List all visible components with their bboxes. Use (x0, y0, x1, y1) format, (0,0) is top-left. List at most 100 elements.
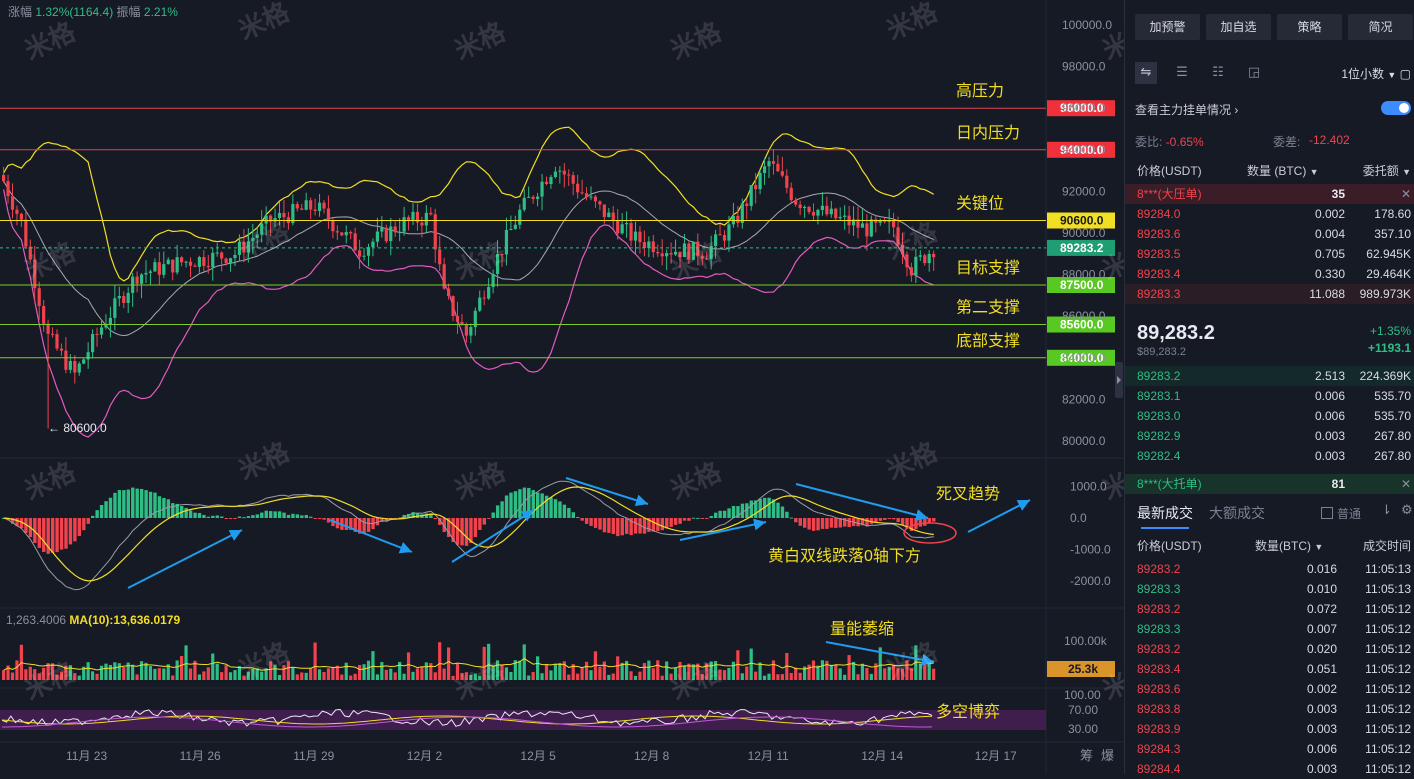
collapse-panel-handle[interactable] (1115, 362, 1123, 398)
volume-bar (843, 674, 847, 680)
macd-bar (64, 518, 68, 549)
volume-bar (15, 660, 19, 680)
price-chart[interactable]: 高压力 96000.0 日内压力 94000.0 关键位 90600.0 目标支撑 87500… (0, 0, 1124, 774)
candle-body (576, 183, 580, 193)
volume-bar (68, 665, 72, 680)
both-sides-icon[interactable]: ⇋ (1135, 62, 1157, 84)
settings-icon[interactable]: ⚙ (1401, 503, 1413, 518)
candle-body (220, 252, 224, 259)
candles[interactable] (2, 148, 936, 429)
volume-bar (393, 672, 397, 680)
ask-row[interactable]: 89283.3 11.088 989.973K (1125, 284, 1414, 304)
candle-body (50, 333, 55, 335)
volume-bar (144, 662, 148, 680)
large-bid-band[interactable]: 8***(大托单) 81 ✕ (1125, 474, 1414, 494)
candle-body (389, 226, 393, 242)
macd-bar (358, 518, 362, 534)
strategy-button[interactable]: 策略 (1277, 14, 1342, 40)
volume-bar (918, 663, 922, 680)
macd-bar (322, 518, 326, 520)
volume-bar (358, 664, 362, 680)
candle-body (727, 224, 731, 241)
volume-bar (665, 661, 669, 680)
filter-icon[interactable]: ⇂ (1381, 503, 1392, 518)
volume-bar (553, 664, 557, 680)
candle-body (531, 196, 535, 200)
volume-bar (544, 663, 549, 680)
candle-body (398, 231, 402, 233)
ask-row[interactable]: 89283.5 0.705 62.945K (1125, 244, 1414, 264)
volume-bar (495, 660, 500, 680)
bid-row[interactable]: 89283.2 2.513 224.369K (1125, 366, 1414, 386)
macd-bar (175, 503, 179, 518)
price-axis-label: 94000.0 (1062, 143, 1106, 157)
candle-body (300, 208, 304, 210)
close-icon[interactable]: ✕ (1400, 477, 1411, 491)
ask-row[interactable]: 89283.6 0.004 357.10 (1125, 224, 1414, 244)
bid-row[interactable]: 89282.4 0.003 267.80 (1125, 446, 1414, 466)
bid-row[interactable]: 89283.0 0.006 535.70 (1125, 406, 1414, 426)
price-axis-label: 82000.0 (1062, 392, 1106, 406)
candle-body (678, 251, 682, 258)
qty-header[interactable]: 数量 (BTC) ▼ (1247, 164, 1319, 178)
time-axis-label: 12月 17 (975, 749, 1017, 763)
volume-bar (335, 665, 339, 680)
depth-toggle[interactable] (1381, 101, 1411, 115)
add-alert-button[interactable]: 加预警 (1135, 14, 1200, 40)
volume-bar (353, 673, 357, 680)
bid-total: 535.70 (1374, 389, 1411, 403)
trade-qty: 0.003 (1306, 762, 1337, 776)
bid-row[interactable]: 89282.9 0.003 267.80 (1125, 426, 1414, 446)
trades-qty-header[interactable]: 数量(BTC) ▼ (1255, 539, 1324, 553)
macd-bar (883, 518, 887, 520)
normal-checkbox[interactable] (1321, 507, 1333, 519)
expand-icon[interactable]: ▢ (1399, 67, 1411, 81)
macd-bar (491, 512, 495, 518)
tab-large-trades[interactable]: 大额成交 (1209, 505, 1265, 521)
asks-only-icon[interactable]: ☷ (1212, 65, 1224, 80)
macd-bar (745, 503, 749, 518)
volume-bar (375, 674, 379, 680)
macd-bar (19, 518, 24, 529)
ask-row[interactable]: 89284.0 0.002 178.60 (1125, 204, 1414, 224)
candle-body (887, 220, 891, 222)
volume-bar (6, 665, 10, 680)
chip-distribution-icon[interactable]: 筹 (1080, 748, 1093, 763)
candle-body (825, 205, 829, 215)
large-ask-band[interactable]: 8***(大压单) 35 ✕ (1125, 184, 1414, 204)
candle-body (344, 232, 348, 236)
candle-body (834, 208, 838, 219)
volume-bar (509, 671, 513, 680)
macd-bar (860, 518, 865, 526)
add-watchlist-button[interactable]: 加自选 (1206, 14, 1271, 40)
tab-latest-trades[interactable]: 最新成交 (1137, 505, 1193, 529)
candle-body (157, 262, 161, 275)
total-header[interactable]: 委托额 ▼ (1362, 164, 1411, 178)
candle-body (656, 252, 660, 254)
normal-checkbox-label: 普通 (1337, 507, 1362, 521)
decimal-select[interactable]: 1位小数 ▼ ▢ (1341, 67, 1411, 81)
candle-body (46, 323, 50, 334)
candle-body (776, 163, 780, 172)
candle-body (602, 204, 606, 218)
trade-qty: 0.003 (1306, 702, 1337, 716)
close-icon[interactable]: ✕ (1400, 187, 1411, 201)
macd-bar (309, 516, 313, 518)
candle-body (691, 241, 695, 260)
macd-bar (914, 518, 918, 529)
volume-bar (433, 672, 437, 680)
macd-bar (740, 503, 745, 518)
overview-button[interactable]: 简况 (1348, 14, 1413, 40)
volume-bar (576, 673, 580, 680)
bids-only-icon[interactable]: ☰ (1176, 65, 1188, 80)
bid-row[interactable]: 89283.1 0.006 535.70 (1125, 386, 1414, 406)
candle-body (745, 203, 749, 206)
volume-bar (429, 663, 433, 680)
macd-bar (104, 501, 108, 518)
ask-row[interactable]: 89283.4 0.330 29.464K (1125, 264, 1414, 284)
ask-total: 989.973K (1359, 287, 1411, 301)
liquidation-icon[interactable]: 爆 (1101, 748, 1114, 763)
volume-bar (473, 673, 477, 680)
depth-chart-icon[interactable]: ◲ (1247, 65, 1261, 80)
volume-bar (803, 666, 807, 680)
